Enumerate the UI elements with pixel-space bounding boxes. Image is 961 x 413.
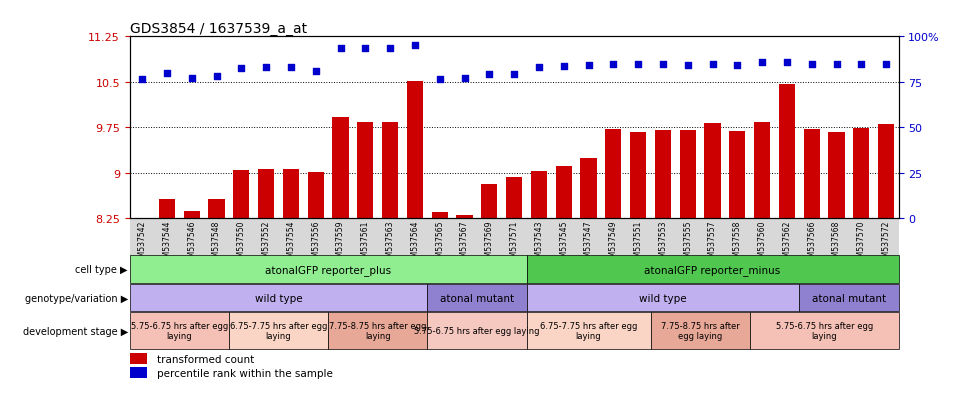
Text: 6.75-7.75 hrs after egg
laying: 6.75-7.75 hrs after egg laying (230, 321, 328, 340)
Bar (357, 123, 374, 219)
Bar (428, 312, 527, 349)
Bar (328, 312, 428, 349)
Point (259, 65, 274, 71)
Bar (878, 125, 894, 219)
Text: atonal mutant: atonal mutant (812, 293, 886, 303)
Point (605, 61, 621, 68)
Point (729, 62, 745, 69)
Point (630, 61, 646, 68)
Text: 5.75-6.75 hrs after egg
laying: 5.75-6.75 hrs after egg laying (131, 321, 228, 340)
Bar (209, 199, 225, 219)
Bar (828, 132, 845, 219)
Text: GDS3854 / 1637539_a_at: GDS3854 / 1637539_a_at (130, 22, 307, 36)
Bar (580, 158, 597, 219)
Bar (229, 312, 328, 349)
Point (432, 76, 448, 83)
Point (160, 70, 175, 77)
Point (853, 61, 869, 68)
Point (754, 60, 770, 66)
Bar (803, 129, 820, 219)
Text: 5.75-6.75 hrs after egg laying: 5.75-6.75 hrs after egg laying (414, 326, 540, 335)
Point (283, 65, 299, 71)
Bar (800, 285, 899, 311)
Point (333, 46, 348, 52)
Bar (184, 211, 200, 219)
Bar (130, 368, 147, 378)
Point (456, 76, 472, 82)
Bar (234, 171, 250, 219)
Bar (130, 285, 428, 311)
Bar (159, 199, 175, 219)
Point (531, 64, 547, 71)
Point (828, 61, 844, 68)
Bar (506, 178, 522, 219)
Bar (679, 131, 696, 219)
Text: atonalGFP reporter_minus: atonalGFP reporter_minus (645, 264, 780, 275)
Text: transformed count: transformed count (157, 354, 254, 364)
Point (680, 62, 696, 69)
Bar (630, 133, 646, 219)
Bar (654, 131, 671, 219)
Bar (283, 169, 299, 219)
Point (655, 61, 671, 68)
Text: genotype/variation ▶: genotype/variation ▶ (25, 293, 128, 303)
Bar (527, 285, 800, 311)
Bar (130, 354, 147, 365)
Point (135, 76, 150, 83)
Bar (259, 169, 274, 219)
Bar (308, 173, 324, 219)
Bar (778, 84, 795, 219)
Point (878, 61, 894, 68)
Text: 6.75-7.75 hrs after egg
laying: 6.75-7.75 hrs after egg laying (540, 321, 637, 340)
Text: wild type: wild type (639, 293, 687, 303)
Bar (456, 215, 473, 219)
Point (209, 73, 224, 80)
Text: cell type ▶: cell type ▶ (75, 265, 128, 275)
Bar (130, 312, 229, 349)
Bar (651, 312, 750, 349)
Point (234, 66, 249, 73)
Point (308, 69, 324, 75)
Point (556, 64, 572, 70)
Point (804, 61, 820, 68)
Bar (428, 285, 527, 311)
Bar (750, 312, 899, 349)
Bar (527, 312, 651, 349)
Bar (431, 213, 448, 219)
Bar (527, 256, 899, 284)
Bar (333, 118, 349, 219)
Text: development stage ▶: development stage ▶ (22, 326, 128, 336)
Text: 7.75-8.75 hrs after egg
laying: 7.75-8.75 hrs after egg laying (329, 321, 427, 340)
Point (407, 43, 423, 50)
Bar (382, 123, 398, 219)
Bar (130, 256, 527, 284)
Bar (605, 129, 622, 219)
Text: percentile rank within the sample: percentile rank within the sample (157, 368, 333, 378)
Point (382, 46, 398, 52)
Bar (407, 82, 423, 219)
Point (779, 60, 795, 66)
Bar (729, 132, 746, 219)
Bar (135, 218, 150, 219)
Bar (530, 172, 547, 219)
Point (185, 75, 200, 82)
Text: atonal mutant: atonal mutant (440, 293, 514, 303)
Point (506, 71, 522, 78)
Text: atonalGFP reporter_plus: atonalGFP reporter_plus (265, 264, 391, 275)
Bar (704, 124, 721, 219)
Point (357, 46, 373, 52)
Point (704, 61, 720, 68)
Text: wild type: wild type (255, 293, 303, 303)
Bar (555, 166, 572, 219)
Bar (853, 128, 870, 219)
Bar (754, 123, 770, 219)
Bar (481, 184, 498, 219)
Point (580, 63, 596, 69)
Point (481, 71, 497, 78)
Text: 5.75-6.75 hrs after egg
laying: 5.75-6.75 hrs after egg laying (776, 321, 873, 340)
Text: 7.75-8.75 hrs after
egg laying: 7.75-8.75 hrs after egg laying (661, 321, 740, 340)
